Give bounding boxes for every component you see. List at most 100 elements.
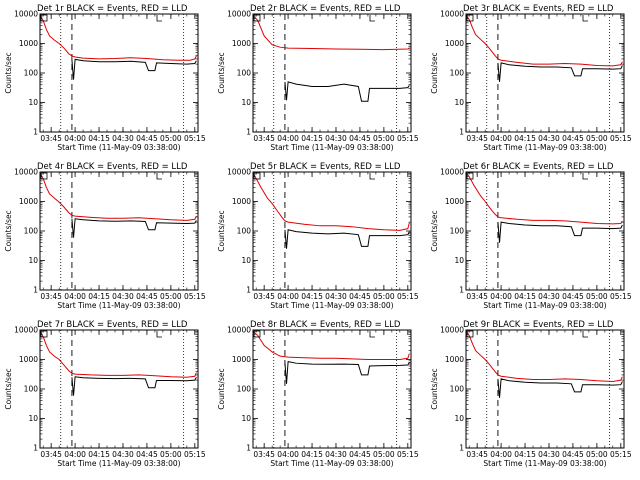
panel-title: Det 1r BLACK = Events, RED = LLD: [37, 4, 188, 14]
y-tick-label: 100: [450, 385, 465, 394]
events-series-line: [284, 81, 410, 102]
detector-panel-9: 1 10 100 1000 10000 03:45 04:00 04:15 04:30 04:45…: [430, 320, 632, 468]
panel-title: Det 9r BLACK = Events, RED = LLD: [463, 320, 614, 330]
y-tick-label: 1: [246, 128, 251, 137]
x-tick-label: 05:00: [373, 450, 395, 459]
x-tick-label: 04:45: [136, 134, 158, 143]
x-tick-label: 04:30: [325, 292, 347, 301]
plot-frame: [252, 13, 412, 133]
x-tick-label: 04:00: [64, 292, 86, 301]
panel-title: Det 8r BLACK = Events, RED = LLD: [250, 320, 401, 330]
x-tick-label: 04:00: [490, 134, 512, 143]
corner-marker: [40, 330, 48, 338]
y-tick-label: 1000: [445, 355, 464, 364]
x-tick-label: 04:15: [301, 450, 323, 459]
detector-panel-6: 1 10 100 1000 10000 03:45 04:00 04:15 04:30 04:45…: [430, 162, 632, 310]
x-tick-label: 05:00: [586, 450, 608, 459]
x-tick-label: 04:45: [562, 134, 584, 143]
events-series-line: [71, 376, 197, 396]
panel-title: Det 7r BLACK = Events, RED = LLD: [37, 320, 188, 330]
detector-panel-2: 1 10 100 1000 10000 03:45 04:00 04:15 04:30 04:45…: [217, 4, 419, 152]
x-tick-label: 04:45: [349, 292, 371, 301]
panel-title: Det 6r BLACK = Events, RED = LLD: [463, 162, 614, 172]
y-tick-label: 10000: [440, 326, 464, 335]
y-tick-label: 10: [454, 414, 464, 423]
plot-frame: [465, 171, 625, 291]
y-tick-label: 100: [24, 385, 39, 394]
x-tick-label: 05:00: [160, 292, 182, 301]
x-tick-label: 04:45: [562, 292, 584, 301]
y-tick-label: 10: [28, 98, 38, 107]
y-axis-label: Counts/sec: [217, 210, 226, 251]
events-series-line: [497, 221, 623, 243]
x-axis-label: Start Time (11-May-09 03:38:00): [270, 301, 393, 310]
y-tick-label: 10000: [14, 326, 38, 335]
x-tick-label: 03:45: [40, 134, 62, 143]
y-tick-label: 10000: [14, 10, 38, 19]
x-tick-label: 05:15: [184, 134, 206, 143]
y-axis-label: Counts/sec: [430, 368, 439, 409]
y-tick-label: 1: [33, 128, 38, 137]
plot-frame: [465, 329, 625, 449]
x-tick-label: 04:30: [112, 450, 134, 459]
x-tick-label: 05:15: [184, 450, 206, 459]
plot-frame: [39, 171, 199, 291]
x-axis-label: Start Time (11-May-09 03:38:00): [270, 459, 393, 468]
corner-marker: [156, 15, 162, 22]
corner-marker: [466, 14, 474, 22]
corner-marker: [253, 172, 261, 180]
y-tick-label: 1000: [445, 197, 464, 206]
y-tick-label: 1: [459, 128, 464, 137]
plot-frame: [252, 171, 412, 291]
y-tick-label: 10000: [14, 168, 38, 177]
x-tick-label: 04:15: [88, 134, 110, 143]
y-tick-label: 10: [241, 256, 251, 265]
x-axis-label: Start Time (11-May-09 03:38:00): [57, 301, 180, 310]
detector-panel-3: 1 10 100 1000 10000 03:45 04:00 04:15 04:30 04:45…: [430, 4, 632, 152]
x-tick-label: 04:45: [349, 134, 371, 143]
y-tick-label: 1000: [232, 355, 251, 364]
x-tick-label: 05:00: [373, 134, 395, 143]
y-axis-label: Counts/sec: [4, 210, 13, 251]
x-tick-label: 03:45: [253, 134, 275, 143]
panel-title: Det 4r BLACK = Events, RED = LLD: [37, 162, 188, 172]
y-tick-label: 10: [28, 256, 38, 265]
panel-title: Det 5r BLACK = Events, RED = LLD: [250, 162, 401, 172]
x-tick-label: 04:15: [88, 292, 110, 301]
y-tick-label: 1: [33, 444, 38, 453]
x-axis-label: Start Time (11-May-09 03:38:00): [57, 459, 180, 468]
x-tick-label: 04:00: [490, 292, 512, 301]
y-axis-label: Counts/sec: [217, 368, 226, 409]
panel-title: Det 2r BLACK = Events, RED = LLD: [250, 4, 401, 14]
x-axis-label: Start Time (11-May-09 03:38:00): [483, 143, 606, 152]
y-tick-label: 100: [450, 227, 465, 236]
x-tick-label: 04:45: [136, 292, 158, 301]
x-tick-label: 03:45: [40, 450, 62, 459]
y-tick-label: 1: [246, 444, 251, 453]
x-tick-label: 04:30: [538, 134, 560, 143]
corner-marker: [582, 173, 588, 180]
lld-series-line: [465, 331, 623, 382]
y-tick-label: 10: [241, 414, 251, 423]
x-tick-label: 05:00: [160, 450, 182, 459]
x-tick-label: 04:45: [562, 450, 584, 459]
y-axis-label: Counts/sec: [217, 52, 226, 93]
x-tick-label: 04:30: [112, 134, 134, 143]
corner-marker: [582, 331, 588, 338]
x-tick-label: 03:45: [466, 292, 488, 301]
corner-marker: [253, 14, 261, 22]
y-tick-label: 10: [454, 256, 464, 265]
y-tick-label: 1: [459, 444, 464, 453]
corner-marker: [40, 14, 48, 22]
x-tick-label: 04:15: [514, 292, 536, 301]
x-axis-label: Start Time (11-May-09 03:38:00): [270, 143, 393, 152]
x-tick-label: 03:45: [253, 292, 275, 301]
y-tick-label: 10000: [227, 10, 251, 19]
x-tick-label: 03:45: [466, 450, 488, 459]
detector-panel-1: 1 10 100 1000 10000 03:45 04:00 04:15 04:30 04:45…: [4, 4, 206, 152]
x-tick-label: 04:30: [325, 450, 347, 459]
plot-frame: [252, 329, 412, 449]
x-tick-label: 04:00: [277, 450, 299, 459]
y-tick-label: 10000: [440, 168, 464, 177]
x-tick-label: 03:45: [466, 134, 488, 143]
